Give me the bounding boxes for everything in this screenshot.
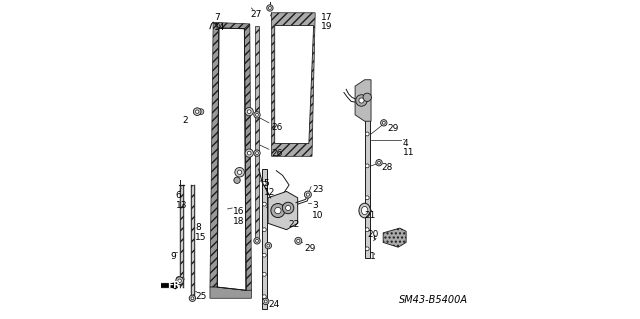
Circle shape	[234, 177, 240, 183]
Circle shape	[356, 95, 367, 106]
Circle shape	[378, 161, 380, 164]
Polygon shape	[210, 22, 219, 287]
Text: 25: 25	[196, 292, 207, 301]
Polygon shape	[383, 228, 406, 247]
Polygon shape	[271, 13, 316, 156]
Circle shape	[295, 237, 302, 244]
Circle shape	[365, 247, 369, 251]
Text: 1: 1	[371, 252, 376, 261]
Circle shape	[262, 202, 266, 206]
Circle shape	[176, 277, 184, 285]
Circle shape	[305, 191, 312, 198]
Text: 23: 23	[312, 185, 323, 194]
Circle shape	[365, 228, 369, 232]
Circle shape	[267, 244, 269, 247]
Circle shape	[191, 297, 194, 300]
Circle shape	[245, 108, 253, 116]
Text: 17
19: 17 19	[321, 13, 332, 32]
Text: 20: 20	[368, 230, 380, 239]
Text: 21: 21	[364, 211, 376, 219]
Circle shape	[178, 279, 181, 282]
Circle shape	[262, 253, 266, 257]
Polygon shape	[365, 86, 370, 258]
Circle shape	[262, 182, 266, 185]
Circle shape	[237, 170, 242, 174]
Circle shape	[235, 167, 244, 177]
Polygon shape	[262, 169, 267, 309]
Text: 22: 22	[288, 220, 300, 229]
Ellipse shape	[362, 206, 368, 215]
Circle shape	[269, 7, 271, 10]
Circle shape	[264, 300, 268, 303]
Circle shape	[254, 150, 260, 156]
Text: 9: 9	[170, 252, 176, 261]
Circle shape	[265, 242, 271, 249]
Circle shape	[255, 239, 259, 242]
Text: 6
13: 6 13	[176, 191, 188, 210]
Circle shape	[267, 5, 273, 11]
Circle shape	[254, 112, 260, 118]
Circle shape	[193, 108, 201, 115]
Polygon shape	[355, 80, 371, 121]
Circle shape	[262, 272, 266, 276]
Text: 24: 24	[268, 300, 280, 309]
Text: SM43-B5400A: SM43-B5400A	[399, 295, 468, 305]
Text: 29: 29	[304, 244, 316, 253]
Circle shape	[262, 228, 266, 232]
Text: 4
11: 4 11	[403, 139, 415, 158]
Circle shape	[198, 109, 204, 115]
Polygon shape	[191, 185, 194, 297]
Circle shape	[365, 103, 369, 107]
Circle shape	[381, 120, 387, 126]
Circle shape	[255, 152, 259, 155]
Circle shape	[297, 239, 300, 242]
Text: 7
14: 7 14	[214, 13, 225, 32]
Polygon shape	[244, 24, 252, 290]
Circle shape	[247, 110, 251, 114]
Circle shape	[307, 193, 310, 196]
Polygon shape	[255, 26, 259, 239]
Circle shape	[282, 202, 294, 214]
Polygon shape	[268, 191, 298, 230]
Circle shape	[195, 110, 199, 113]
Circle shape	[180, 277, 184, 281]
Circle shape	[382, 122, 385, 124]
Circle shape	[176, 277, 181, 282]
Circle shape	[359, 98, 364, 103]
Circle shape	[255, 113, 259, 116]
Text: 16
18: 16 18	[233, 207, 244, 226]
Circle shape	[271, 204, 285, 218]
Polygon shape	[218, 28, 246, 290]
Text: 8
15: 8 15	[195, 223, 207, 242]
Circle shape	[262, 298, 269, 305]
Polygon shape	[210, 287, 252, 298]
Circle shape	[275, 207, 281, 214]
Circle shape	[254, 238, 260, 244]
Text: 2: 2	[182, 116, 188, 125]
Text: 3
10: 3 10	[312, 201, 324, 220]
Circle shape	[365, 196, 369, 200]
Ellipse shape	[359, 203, 371, 218]
Text: 29: 29	[388, 124, 399, 133]
Text: 26: 26	[271, 149, 283, 158]
Circle shape	[363, 93, 371, 101]
Text: 28: 28	[381, 163, 393, 172]
Text: 5
12: 5 12	[264, 179, 275, 197]
Circle shape	[262, 295, 266, 299]
Polygon shape	[213, 22, 250, 29]
Text: FR.: FR.	[168, 281, 184, 290]
Circle shape	[247, 151, 251, 155]
Polygon shape	[275, 26, 314, 144]
Circle shape	[245, 149, 253, 157]
Circle shape	[365, 164, 369, 168]
Circle shape	[376, 160, 382, 166]
Circle shape	[189, 295, 196, 301]
Text: 26: 26	[271, 123, 283, 132]
Polygon shape	[180, 185, 183, 287]
Circle shape	[285, 205, 291, 211]
Text: 27: 27	[251, 10, 262, 19]
Circle shape	[365, 132, 369, 136]
Polygon shape	[157, 283, 178, 288]
